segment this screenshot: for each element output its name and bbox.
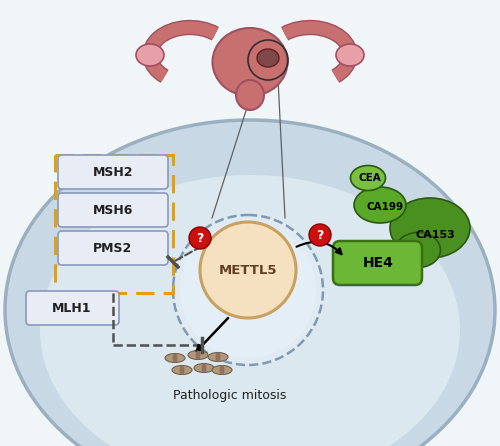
Ellipse shape bbox=[172, 366, 192, 375]
FancyBboxPatch shape bbox=[58, 155, 168, 189]
Ellipse shape bbox=[396, 232, 440, 268]
Ellipse shape bbox=[354, 187, 406, 223]
Text: ?: ? bbox=[196, 232, 203, 245]
Ellipse shape bbox=[390, 198, 470, 258]
Ellipse shape bbox=[165, 354, 185, 363]
Ellipse shape bbox=[180, 366, 184, 375]
Ellipse shape bbox=[257, 49, 279, 67]
Text: METTL5: METTL5 bbox=[219, 264, 277, 277]
Ellipse shape bbox=[40, 175, 460, 446]
Ellipse shape bbox=[336, 44, 364, 66]
Ellipse shape bbox=[236, 80, 264, 110]
Ellipse shape bbox=[136, 44, 164, 66]
Ellipse shape bbox=[194, 363, 214, 372]
Ellipse shape bbox=[350, 165, 386, 190]
Text: MSH6: MSH6 bbox=[93, 203, 133, 216]
Text: CEA: CEA bbox=[358, 173, 382, 183]
Ellipse shape bbox=[212, 28, 288, 96]
Ellipse shape bbox=[212, 366, 232, 375]
FancyBboxPatch shape bbox=[58, 231, 168, 265]
Ellipse shape bbox=[202, 363, 206, 372]
Circle shape bbox=[200, 222, 296, 318]
FancyBboxPatch shape bbox=[58, 193, 168, 227]
Ellipse shape bbox=[5, 120, 495, 446]
Text: MSH2: MSH2 bbox=[93, 165, 133, 178]
Text: ?: ? bbox=[316, 229, 324, 242]
Text: MLH1: MLH1 bbox=[52, 301, 92, 314]
Text: HE4: HE4 bbox=[362, 256, 394, 270]
Ellipse shape bbox=[220, 366, 224, 375]
Text: CA153: CA153 bbox=[415, 230, 455, 240]
Ellipse shape bbox=[196, 351, 200, 359]
Circle shape bbox=[309, 224, 331, 246]
Text: PMS2: PMS2 bbox=[94, 241, 132, 255]
Circle shape bbox=[173, 215, 323, 365]
Ellipse shape bbox=[216, 352, 220, 362]
Text: Pathologic mitosis: Pathologic mitosis bbox=[174, 388, 286, 401]
FancyBboxPatch shape bbox=[333, 241, 422, 285]
Ellipse shape bbox=[208, 352, 228, 362]
Ellipse shape bbox=[172, 354, 178, 363]
Ellipse shape bbox=[188, 351, 208, 359]
Circle shape bbox=[189, 227, 211, 249]
Text: CA199: CA199 bbox=[366, 202, 404, 212]
FancyBboxPatch shape bbox=[26, 291, 119, 325]
Circle shape bbox=[180, 222, 316, 358]
